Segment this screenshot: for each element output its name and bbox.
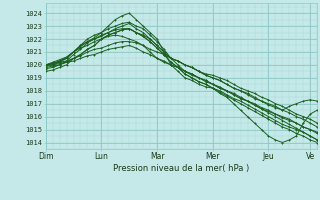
X-axis label: Pression niveau de la mer( hPa ): Pression niveau de la mer( hPa ) <box>113 164 250 173</box>
